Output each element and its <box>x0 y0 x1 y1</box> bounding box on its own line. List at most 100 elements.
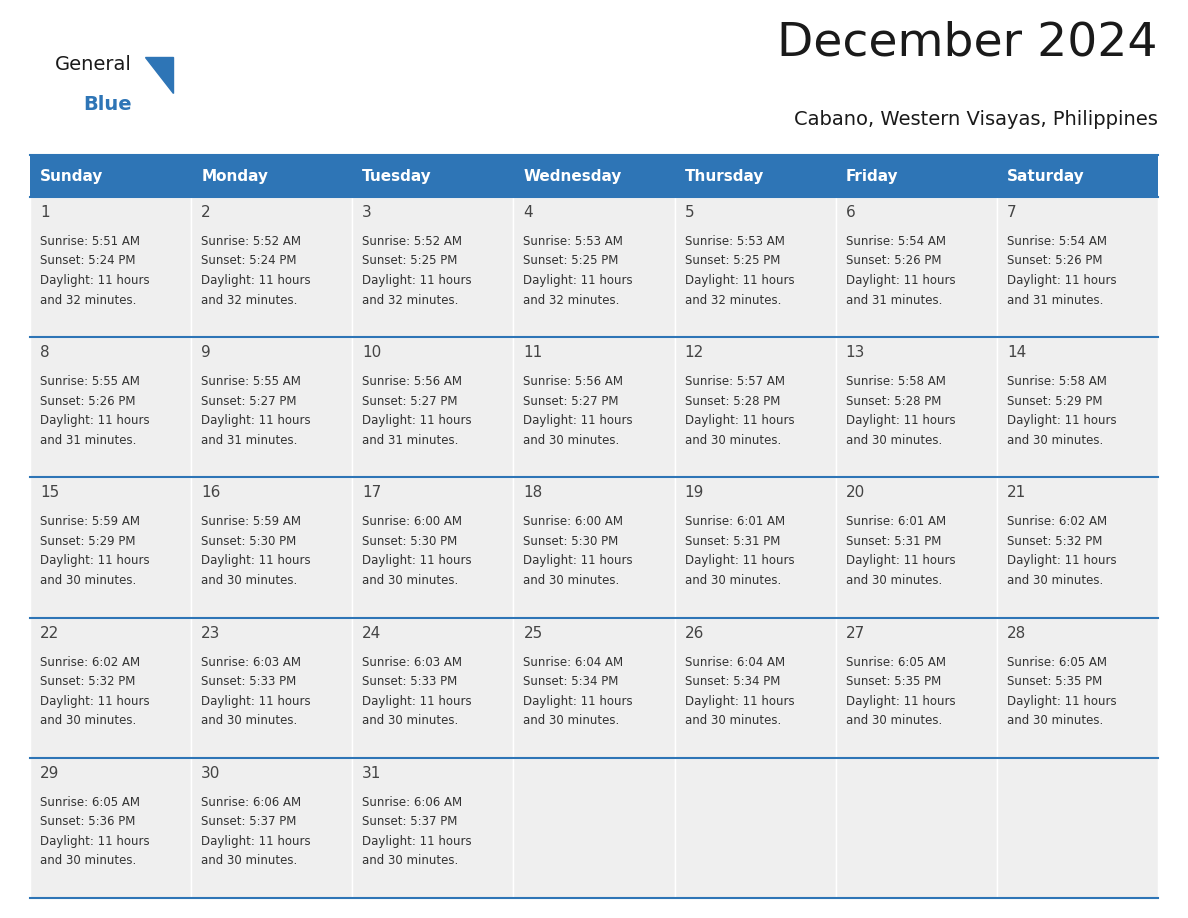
Text: and 31 minutes.: and 31 minutes. <box>40 433 137 447</box>
Text: Sunrise: 6:02 AM: Sunrise: 6:02 AM <box>1007 515 1107 529</box>
Text: Sunset: 5:30 PM: Sunset: 5:30 PM <box>201 535 296 548</box>
Text: Daylight: 11 hours: Daylight: 11 hours <box>524 274 633 287</box>
Text: 4: 4 <box>524 205 533 220</box>
Text: 8: 8 <box>40 345 50 360</box>
Text: Sunset: 5:30 PM: Sunset: 5:30 PM <box>362 535 457 548</box>
Text: Daylight: 11 hours: Daylight: 11 hours <box>201 414 311 427</box>
Text: Sunrise: 5:59 AM: Sunrise: 5:59 AM <box>40 515 140 529</box>
Text: Daylight: 11 hours: Daylight: 11 hours <box>40 414 150 427</box>
Text: Sunset: 5:37 PM: Sunset: 5:37 PM <box>362 815 457 828</box>
Text: 11: 11 <box>524 345 543 360</box>
Text: Sunset: 5:32 PM: Sunset: 5:32 PM <box>1007 535 1102 548</box>
Text: Sunset: 5:34 PM: Sunset: 5:34 PM <box>524 675 619 688</box>
Text: Sunset: 5:28 PM: Sunset: 5:28 PM <box>684 395 781 408</box>
Bar <box>30 155 191 197</box>
Text: Sunrise: 5:55 AM: Sunrise: 5:55 AM <box>201 375 301 388</box>
Bar <box>30 757 191 898</box>
Bar <box>513 155 675 197</box>
Text: and 30 minutes.: and 30 minutes. <box>524 714 620 727</box>
Text: Sunrise: 6:01 AM: Sunrise: 6:01 AM <box>846 515 946 529</box>
Text: Daylight: 11 hours: Daylight: 11 hours <box>684 695 795 708</box>
Bar <box>353 757 513 898</box>
Bar <box>675 618 835 757</box>
Text: 15: 15 <box>40 486 59 500</box>
Text: and 31 minutes.: and 31 minutes. <box>846 294 942 307</box>
Text: and 30 minutes.: and 30 minutes. <box>201 855 297 868</box>
Text: Daylight: 11 hours: Daylight: 11 hours <box>201 554 311 567</box>
Text: Sunrise: 6:02 AM: Sunrise: 6:02 AM <box>40 655 140 668</box>
Text: Daylight: 11 hours: Daylight: 11 hours <box>201 274 311 287</box>
Text: Wednesday: Wednesday <box>524 169 621 184</box>
Text: Daylight: 11 hours: Daylight: 11 hours <box>846 554 955 567</box>
Text: Sunrise: 6:03 AM: Sunrise: 6:03 AM <box>362 655 462 668</box>
Text: Sunrise: 6:01 AM: Sunrise: 6:01 AM <box>684 515 785 529</box>
Text: Daylight: 11 hours: Daylight: 11 hours <box>362 834 472 848</box>
Text: Sunrise: 5:54 AM: Sunrise: 5:54 AM <box>1007 235 1107 248</box>
Text: Sunrise: 5:52 AM: Sunrise: 5:52 AM <box>201 235 301 248</box>
Text: 16: 16 <box>201 486 221 500</box>
Text: Sunrise: 5:58 AM: Sunrise: 5:58 AM <box>1007 375 1107 388</box>
Text: Cabano, Western Visayas, Philippines: Cabano, Western Visayas, Philippines <box>794 110 1158 129</box>
Text: 19: 19 <box>684 486 704 500</box>
Text: and 30 minutes.: and 30 minutes. <box>40 855 137 868</box>
Text: Sunset: 5:36 PM: Sunset: 5:36 PM <box>40 815 135 828</box>
Bar <box>513 757 675 898</box>
Text: and 30 minutes.: and 30 minutes. <box>1007 574 1104 587</box>
Text: 21: 21 <box>1007 486 1026 500</box>
Text: Sunset: 5:31 PM: Sunset: 5:31 PM <box>846 535 941 548</box>
Text: Daylight: 11 hours: Daylight: 11 hours <box>1007 414 1117 427</box>
Text: 23: 23 <box>201 625 221 641</box>
Text: Sunset: 5:30 PM: Sunset: 5:30 PM <box>524 535 619 548</box>
Text: Daylight: 11 hours: Daylight: 11 hours <box>1007 554 1117 567</box>
Text: Thursday: Thursday <box>684 169 764 184</box>
Bar <box>835 618 997 757</box>
Bar <box>997 197 1158 337</box>
Text: and 30 minutes.: and 30 minutes. <box>201 714 297 727</box>
Text: and 30 minutes.: and 30 minutes. <box>201 574 297 587</box>
Text: Sunset: 5:27 PM: Sunset: 5:27 PM <box>362 395 457 408</box>
Text: Sunrise: 6:05 AM: Sunrise: 6:05 AM <box>846 655 946 668</box>
Text: Saturday: Saturday <box>1007 169 1085 184</box>
Polygon shape <box>145 57 173 93</box>
Text: 22: 22 <box>40 625 59 641</box>
Bar <box>835 197 997 337</box>
Text: Daylight: 11 hours: Daylight: 11 hours <box>1007 274 1117 287</box>
Text: Sunset: 5:25 PM: Sunset: 5:25 PM <box>362 254 457 267</box>
Bar <box>513 477 675 618</box>
Text: Sunrise: 5:57 AM: Sunrise: 5:57 AM <box>684 375 784 388</box>
Bar <box>30 337 191 477</box>
Text: 31: 31 <box>362 766 381 781</box>
Text: Sunset: 5:33 PM: Sunset: 5:33 PM <box>362 675 457 688</box>
Text: Sunrise: 5:54 AM: Sunrise: 5:54 AM <box>846 235 946 248</box>
Bar <box>353 197 513 337</box>
Text: Sunset: 5:27 PM: Sunset: 5:27 PM <box>524 395 619 408</box>
Text: and 30 minutes.: and 30 minutes. <box>524 433 620 447</box>
Text: and 30 minutes.: and 30 minutes. <box>1007 433 1104 447</box>
Text: Sunset: 5:35 PM: Sunset: 5:35 PM <box>1007 675 1102 688</box>
Bar <box>191 155 353 197</box>
Text: Sunset: 5:25 PM: Sunset: 5:25 PM <box>524 254 619 267</box>
Text: Sunset: 5:29 PM: Sunset: 5:29 PM <box>40 535 135 548</box>
Bar <box>191 757 353 898</box>
Text: Sunrise: 5:51 AM: Sunrise: 5:51 AM <box>40 235 140 248</box>
Text: 5: 5 <box>684 205 694 220</box>
Text: Sunrise: 6:05 AM: Sunrise: 6:05 AM <box>40 796 140 809</box>
Text: and 32 minutes.: and 32 minutes. <box>524 294 620 307</box>
Text: Sunset: 5:24 PM: Sunset: 5:24 PM <box>201 254 297 267</box>
Bar <box>30 618 191 757</box>
Text: Sunset: 5:35 PM: Sunset: 5:35 PM <box>846 675 941 688</box>
Text: 9: 9 <box>201 345 211 360</box>
Bar <box>353 477 513 618</box>
Text: Daylight: 11 hours: Daylight: 11 hours <box>524 695 633 708</box>
Text: and 30 minutes.: and 30 minutes. <box>1007 714 1104 727</box>
Text: and 31 minutes.: and 31 minutes. <box>1007 294 1104 307</box>
Text: Sunrise: 5:55 AM: Sunrise: 5:55 AM <box>40 375 140 388</box>
Bar <box>997 337 1158 477</box>
Text: and 30 minutes.: and 30 minutes. <box>684 714 781 727</box>
Bar <box>513 337 675 477</box>
Text: and 30 minutes.: and 30 minutes. <box>846 433 942 447</box>
Text: 3: 3 <box>362 205 372 220</box>
Text: Sunrise: 6:06 AM: Sunrise: 6:06 AM <box>362 796 462 809</box>
Text: 25: 25 <box>524 625 543 641</box>
Bar <box>513 197 675 337</box>
